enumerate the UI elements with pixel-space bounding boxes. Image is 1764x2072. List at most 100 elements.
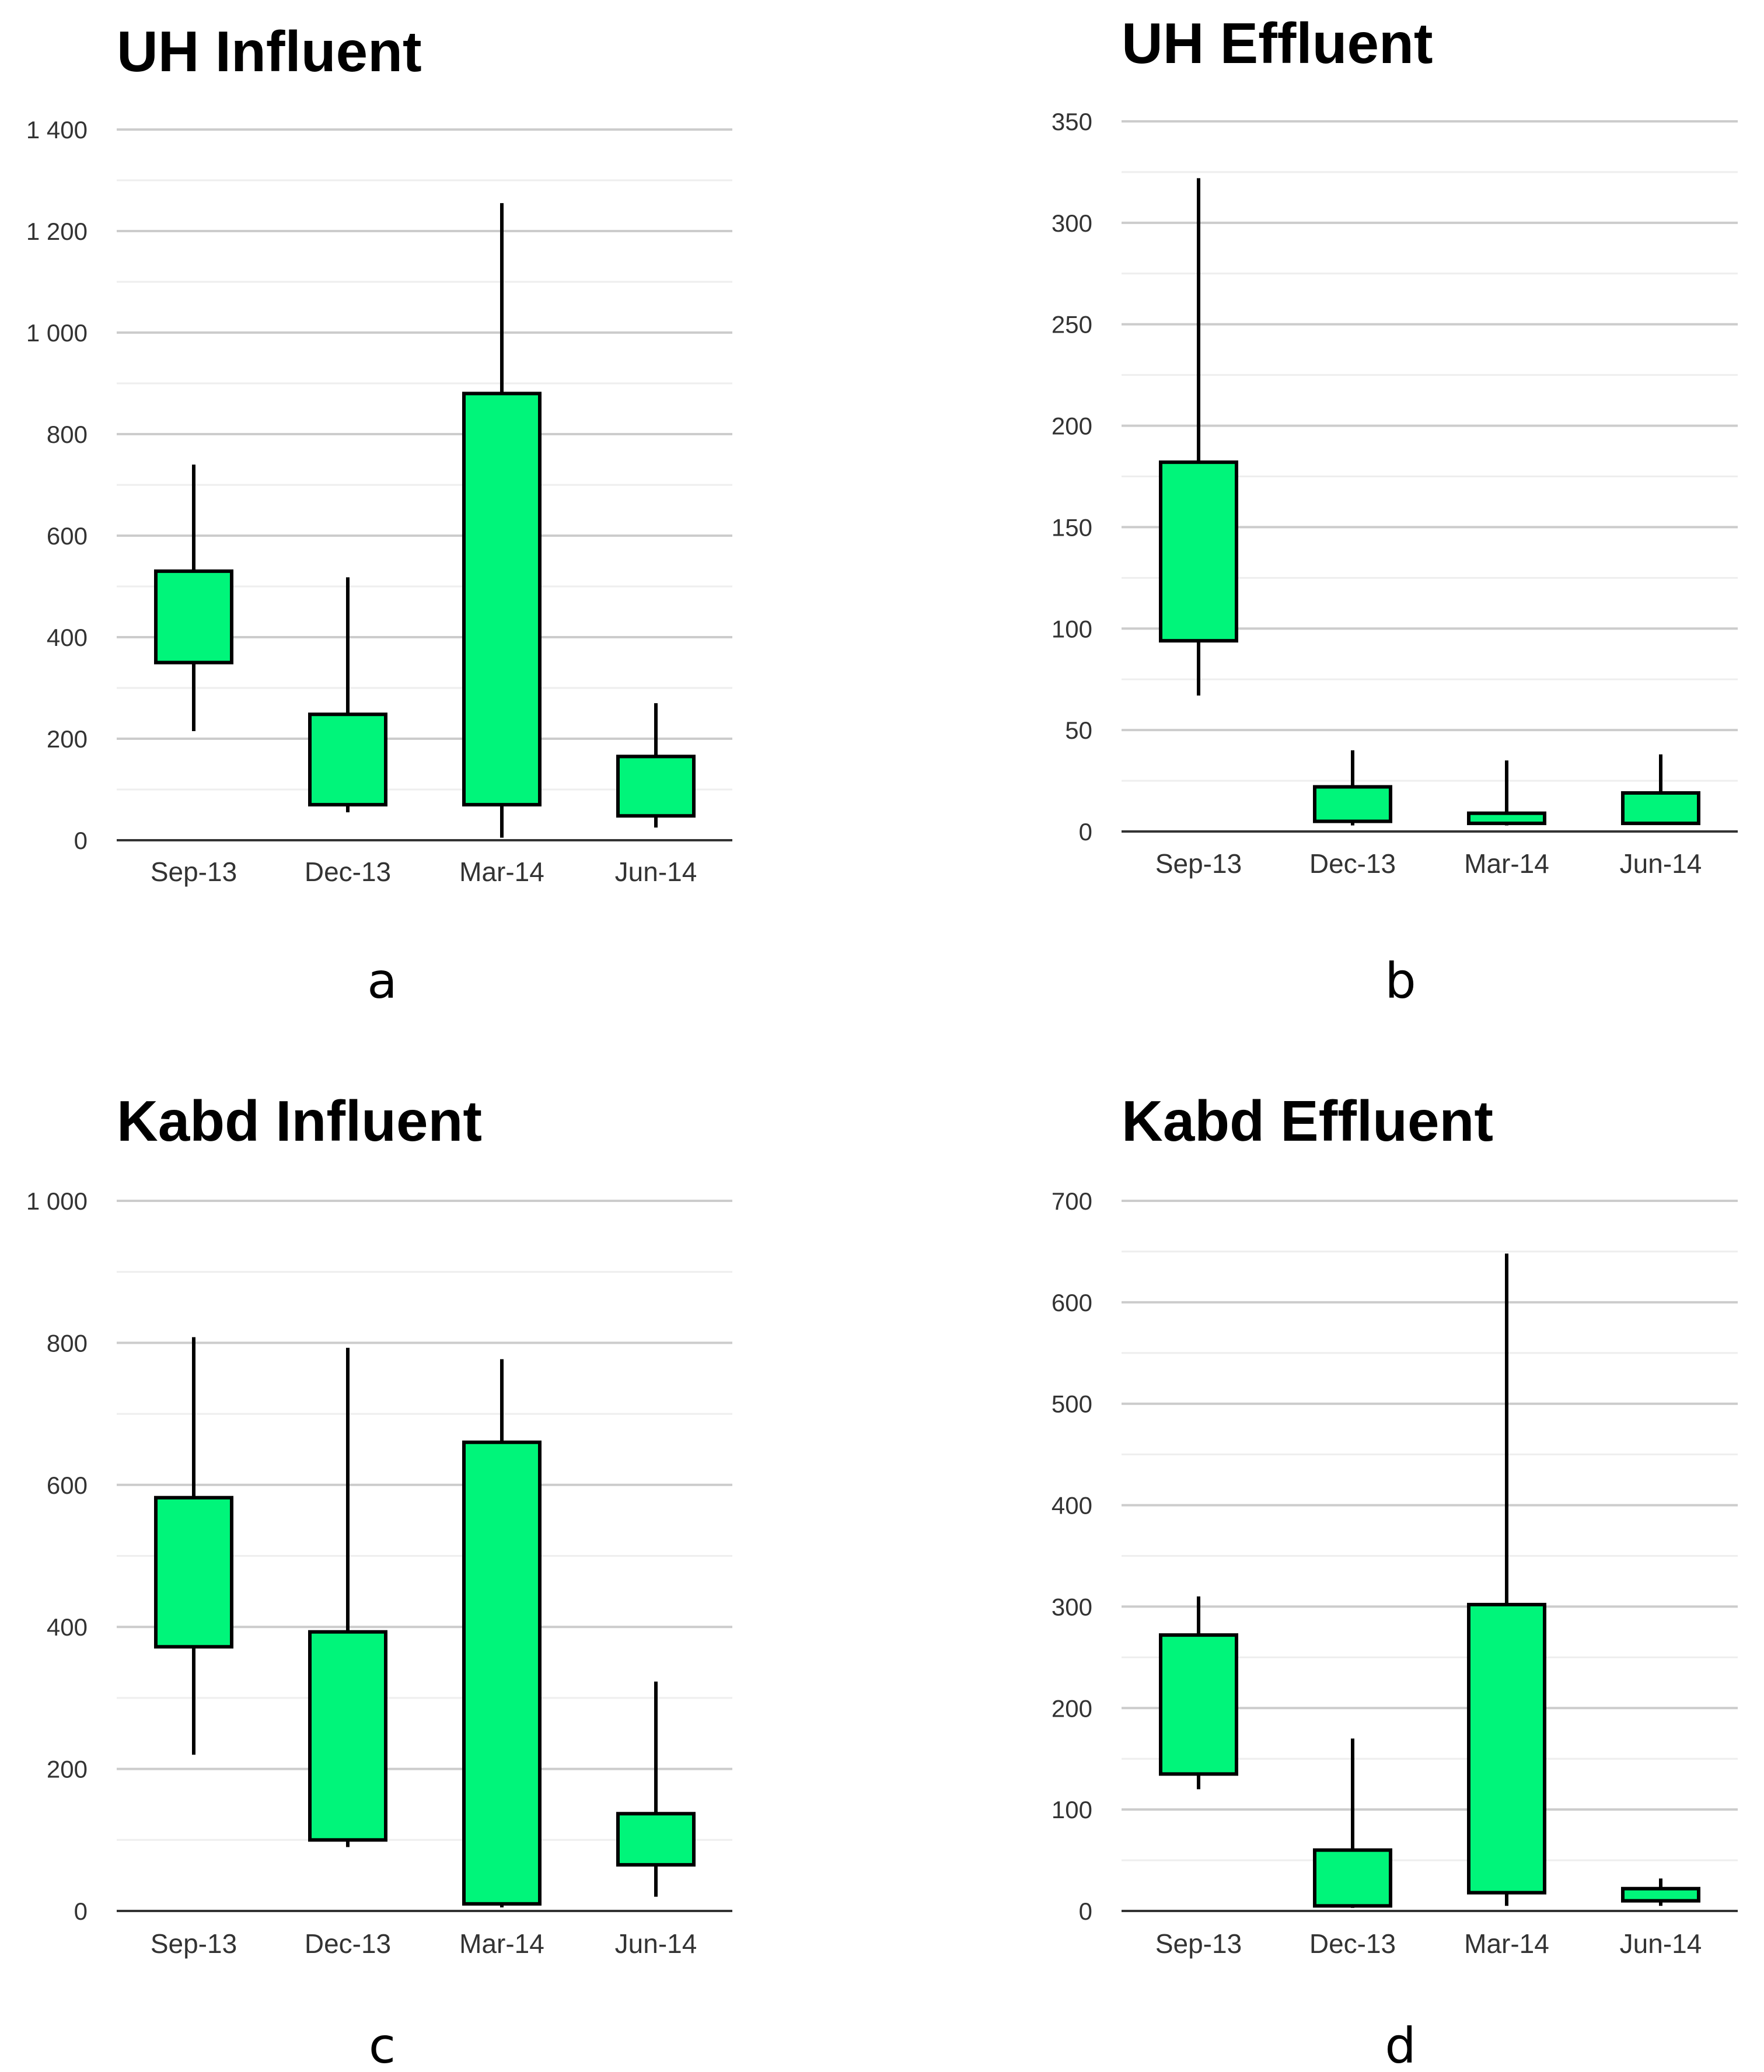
box bbox=[154, 569, 233, 665]
candle-sep-13 bbox=[1159, 1596, 1238, 1790]
candle-jun-14 bbox=[616, 1681, 696, 1897]
box bbox=[1467, 1602, 1546, 1895]
candle-jun-14 bbox=[1621, 754, 1700, 826]
x-tick-label: Dec-13 bbox=[305, 1928, 391, 1959]
x-tick-label: Sep-13 bbox=[1155, 1928, 1242, 1959]
boxes bbox=[1159, 178, 1700, 826]
y-tick-label: 700 bbox=[1052, 1187, 1092, 1215]
x-tick-label: Jun-14 bbox=[615, 857, 697, 887]
y-tick-label: 400 bbox=[47, 624, 88, 651]
boxes bbox=[154, 203, 696, 838]
x-tick-label: Jun-14 bbox=[615, 1928, 697, 1959]
chart-a: UH Influent 0 200 400 600 800 1 000 1 200 1 400… bbox=[26, 19, 732, 1009]
y-tick-label: 350 bbox=[1052, 108, 1092, 135]
candle-mar-14 bbox=[462, 1359, 542, 1907]
boxes bbox=[154, 1337, 696, 1907]
box bbox=[1621, 1886, 1700, 1903]
candle-mar-14 bbox=[1467, 1253, 1546, 1906]
y-tick-label: 200 bbox=[1052, 413, 1092, 440]
panel-label: d bbox=[1385, 2017, 1416, 2072]
box bbox=[1159, 1633, 1238, 1776]
y-tick-label: 100 bbox=[1052, 615, 1092, 642]
candle-dec-13 bbox=[1313, 1738, 1392, 1908]
axes: 0 200 400 600 800 1 000 Sep-13 Dec-13 Mar-14 Jun-… bbox=[26, 1187, 732, 1959]
y-tick-label: 600 bbox=[1052, 1289, 1092, 1316]
y-tick-label: 500 bbox=[1052, 1390, 1092, 1418]
panel-label: a bbox=[367, 952, 397, 1009]
x-tick-label: Sep-13 bbox=[1155, 848, 1242, 879]
x-tick-label: Dec-13 bbox=[1309, 848, 1396, 879]
candle-dec-13 bbox=[308, 577, 387, 813]
y-tick-label: 800 bbox=[47, 1329, 88, 1357]
y-tick-label: 200 bbox=[1052, 1694, 1092, 1722]
boxes bbox=[1159, 1253, 1700, 1908]
candle-mar-14 bbox=[462, 203, 542, 838]
y-tick-label: 0 bbox=[1079, 818, 1092, 845]
y-tick-label: 0 bbox=[74, 1898, 88, 1925]
chart-title: UH Effluent bbox=[1122, 11, 1433, 75]
box bbox=[462, 392, 542, 807]
chart-title: Kabd Effluent bbox=[1122, 1089, 1493, 1153]
y-tick-label: 50 bbox=[1065, 717, 1092, 744]
x-tick-label: Mar-14 bbox=[1464, 1928, 1549, 1959]
candle-sep-13 bbox=[1159, 178, 1238, 696]
y-tick-label: 1 000 bbox=[26, 1187, 88, 1215]
chart-panel-d: Kabd Effluent 0 100 200 300 400 500 600 700 Sep-… bbox=[875, 1036, 1751, 2072]
y-tick-label: 400 bbox=[1052, 1492, 1092, 1519]
y-tick-label: 250 bbox=[1052, 311, 1092, 338]
chart-panel-b: UH Effluent 0 50 100 150 200 250 300 350 Sep-13 D… bbox=[875, 0, 1751, 1036]
chart-b: UH Effluent 0 50 100 150 200 250 300 350 Sep-13 D… bbox=[1052, 11, 1738, 1009]
y-tick-label: 600 bbox=[47, 522, 88, 550]
chart-title: Kabd Influent bbox=[117, 1089, 482, 1153]
candle-dec-13 bbox=[1313, 750, 1392, 826]
y-tick-label: 800 bbox=[47, 421, 88, 448]
x-tick-label: Mar-14 bbox=[459, 1928, 544, 1959]
chart-d: Kabd Effluent 0 100 200 300 400 500 600 700 Sep-… bbox=[1052, 1089, 1738, 2072]
gridlines bbox=[117, 128, 732, 791]
candle-sep-13 bbox=[154, 464, 233, 731]
y-tick-label: 0 bbox=[74, 827, 88, 854]
y-tick-label: 300 bbox=[1052, 209, 1092, 237]
gridlines bbox=[1122, 120, 1738, 782]
box bbox=[616, 754, 696, 818]
y-tick-label: 200 bbox=[47, 725, 88, 753]
y-tick-label: 600 bbox=[47, 1472, 88, 1499]
chart-panel-c: Kabd Influent 0 200 400 600 800 1 000 Sep-13 De… bbox=[0, 1036, 875, 2072]
y-tick-label: 1 000 bbox=[26, 319, 88, 347]
x-tick-label: Jun-14 bbox=[1620, 1928, 1702, 1959]
box bbox=[154, 1496, 233, 1649]
candle-mar-14 bbox=[1467, 760, 1546, 826]
x-tick-label: Dec-13 bbox=[305, 857, 391, 887]
axes: 0 50 100 150 200 250 300 350 Sep-13 Dec-13 Mar-14 J… bbox=[1052, 108, 1738, 879]
box bbox=[1621, 791, 1700, 826]
candle-sep-13 bbox=[154, 1337, 233, 1755]
box bbox=[1313, 785, 1392, 823]
box bbox=[1159, 460, 1238, 643]
y-tick-label: 0 bbox=[1079, 1898, 1092, 1925]
axes: 0 100 200 300 400 500 600 700 Sep-13 Dec-13 Mar-14… bbox=[1052, 1187, 1738, 1959]
axes: 0 200 400 600 800 1 000 1 200 1 400 Sep-13 Dec-13… bbox=[26, 116, 732, 887]
x-tick-label: Jun-14 bbox=[1620, 848, 1702, 879]
panel-label: b bbox=[1385, 952, 1416, 1009]
chart-title: UH Influent bbox=[117, 19, 422, 83]
y-tick-label: 150 bbox=[1052, 513, 1092, 541]
box bbox=[462, 1440, 542, 1906]
y-tick-label: 400 bbox=[47, 1613, 88, 1641]
chart-panel-a: UH Influent 0 200 400 600 800 1 000 1 200 1 400… bbox=[0, 0, 875, 1036]
panel-label: c bbox=[369, 2017, 396, 2072]
x-tick-label: Mar-14 bbox=[459, 857, 544, 887]
y-tick-label: 200 bbox=[47, 1756, 88, 1783]
x-tick-label: Sep-13 bbox=[151, 857, 237, 887]
candle-dec-13 bbox=[308, 1347, 387, 1847]
box bbox=[1467, 811, 1546, 826]
box bbox=[1313, 1848, 1392, 1908]
y-tick-label: 1 200 bbox=[26, 218, 88, 245]
box bbox=[616, 1812, 696, 1867]
box bbox=[308, 1630, 387, 1842]
x-tick-label: Mar-14 bbox=[1464, 848, 1549, 879]
y-tick-label: 100 bbox=[1052, 1796, 1092, 1823]
x-tick-label: Dec-13 bbox=[1309, 1928, 1396, 1959]
x-tick-label: Sep-13 bbox=[151, 1928, 237, 1959]
candle-jun-14 bbox=[616, 703, 696, 828]
y-tick-label: 1 400 bbox=[26, 116, 88, 144]
